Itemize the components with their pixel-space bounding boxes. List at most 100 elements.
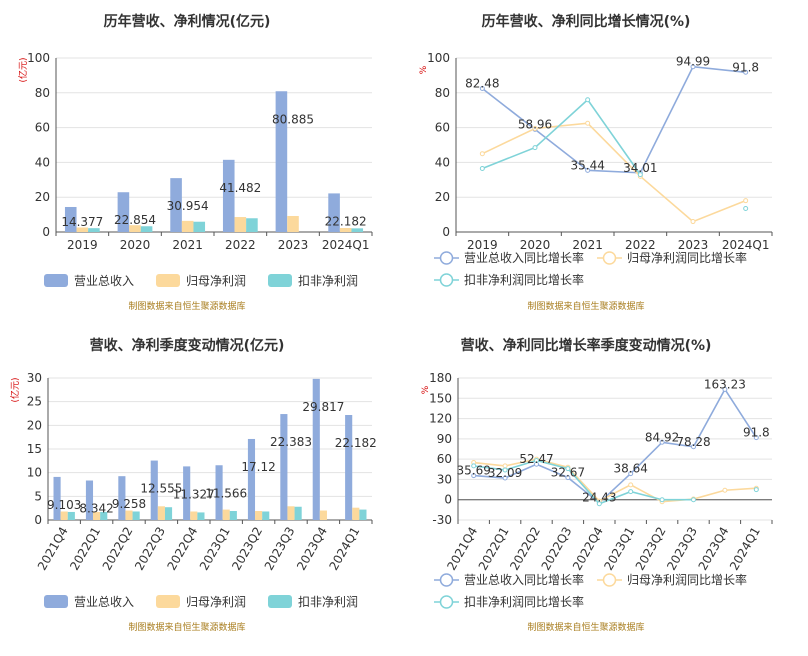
y-tick-label: 150 [429,391,452,405]
line-归母净利润同比增长率 [481,122,746,223]
bar-扣非净利润-2020 [140,226,153,232]
legend-label: 归母净利润 [186,595,246,609]
unit-label: (亿元) [17,57,29,82]
bar-营业总收入-2024Q1 [328,193,340,232]
bar-营业总收入-2019 [64,206,77,232]
point-扣非净利润同比增长率-2023Q2 [659,497,665,503]
point-扣非净利润同比增长率-2019 [479,165,485,171]
bar-扣非净利润-2022Q2 [132,511,140,520]
point-营业总收入同比增长率-2022Q3 [565,475,571,481]
bar-营业总收入-2022Q1 [85,480,94,520]
bar-扣非净利润-2022Q4 [197,512,205,520]
data-label: 17.12 [241,460,275,474]
source-note: 制图数据来自恒生聚源数据库 [128,300,245,312]
point-扣非净利润同比增长率-2022 [637,172,643,178]
legend-label: 扣非净利润 [298,274,358,288]
data-label: 82.48 [465,76,499,90]
y-tick-label: 80 [435,86,450,100]
bar-归母净利润-2022Q3 [157,506,165,520]
x-tick-label: 2020 [520,238,551,252]
source-note: 制图数据来自恒生聚源数据库 [527,621,644,633]
y-tick-label: 5 [34,489,42,503]
chart-title: 历年营收、净利情况(亿元) [104,13,271,30]
bar-营业总收入-2021Q4 [53,476,61,520]
point-营业总收入同比增长率-2021 [585,167,591,173]
bar-扣非净利润-2023Q3 [294,506,302,520]
bar-营业总收入-2021 [170,178,182,232]
point-扣非净利润同比增长率-2021 [585,97,591,103]
legend-marker [439,251,454,265]
data-label: 22.182 [335,436,377,450]
legend-label: 归母净利润同比增长率 [627,572,747,587]
point-营业总收入同比增长率-2022Q1 [502,475,508,481]
x-tick-label: 2019 [67,238,98,252]
x-tick-label: 2022Q4 [164,525,200,573]
bar-归母净利润-2022 [234,217,247,232]
bar-营业总收入-2023Q2 [247,438,256,520]
y-tick-label: 10 [27,466,42,480]
bar-归母净利润-2024Q1 [339,227,352,232]
x-tick-label: 2022Q1 [67,525,103,573]
x-tick-label: 2022Q3 [132,525,168,573]
chart-annual-amount: 历年营收、净利情况(亿元) (亿元) 0 20 40 60 80 100 2019 2020 202… [17,13,373,312]
data-label: 52.47 [519,452,553,466]
bar-扣非净利润-2023Q1 [229,511,237,520]
chart-title: 营收、净利季度变动情况(亿元) [90,337,285,354]
x-tick-label: 2022Q2 [100,525,136,573]
legend-label: 营业总收入 [74,274,134,288]
data-label: 32.67 [551,466,585,480]
data-label: 8.342 [79,502,113,516]
data-label: 35.69 [457,464,491,478]
point-扣非净利润同比增长率-2023Q1 [628,489,634,495]
bar-营业总收入-2020 [117,192,130,232]
bar-扣非净利润-2022Q3 [164,507,173,520]
y-tick-label: 0 [444,493,452,507]
bar-扣非净利润-2023Q2 [262,511,270,520]
legend-label: 扣非净利润同比增长率 [464,594,584,609]
bar-营业总收入-2023 [275,91,288,232]
data-label: 58.96 [518,117,552,131]
data-label: 24.43 [582,491,616,505]
point-归母净利润同比增长率-2019 [479,151,485,157]
bar-归母净利润-2023Q3 [287,506,295,520]
chart-quarterly-amount: 营收、净利季度变动情况(亿元)(亿元)0510152025302021Q4202… [9,337,377,633]
point-扣非净利润同比增长率-2021Q4 [471,463,477,469]
y-tick-label: 120 [429,412,452,426]
bar-扣非净利润-2021 [193,221,206,232]
y-tick-label: 30 [437,472,452,486]
point-扣非净利润同比增长率-2022Q1 [502,467,508,473]
legend-marker [439,573,454,587]
x-tick-label: 2021Q4 [35,525,71,573]
point-营业总收入同比增长率-2024Q1 [753,435,759,441]
data-label: 22.182 [325,214,367,228]
point-营业总收入同比增长率-2024Q1 [743,69,749,75]
legend: 营业总收入 归母净利润 扣非净利润 [44,274,358,288]
x-tick-label: 2020 [120,238,151,252]
x-tick-label: 2024Q1 [326,525,362,573]
legend-swatch [268,595,292,608]
data-label: 91.8 [743,426,770,440]
legend-label: 扣非净利润 [298,595,358,609]
bar-营业总收入-2023Q3 [280,414,288,520]
bar-归母净利润-2023Q1 [222,509,230,520]
y-tick-label: 60 [35,121,50,135]
legend-swatch [156,274,180,287]
y-tick-label: 25 [27,395,42,409]
data-label: 94.99 [676,55,710,69]
point-归母净利润同比增长率-2021 [585,120,591,126]
bar-归母净利润-2021Q4 [60,511,68,520]
bar-归母净利润-2022Q4 [190,511,198,520]
bar-归母净利润-2019 [76,227,89,232]
point-营业总收入同比增长率-2023Q1 [628,471,634,477]
bar-营业总收入-2023Q1 [215,465,223,520]
x-tick-label: 2023Q2 [229,525,265,573]
y-tick-label: 60 [437,452,452,466]
point-营业总收入同比增长率-2023Q4 [722,386,728,392]
legend-label: 营业总收入同比增长率 [464,572,584,587]
bar-扣非净利润-2021Q4 [67,511,75,520]
x-tick-label: 2023Q4 [294,525,330,573]
point-营业总收入同比增长率-2019 [479,85,485,91]
bar-营业总收入-2022Q2 [118,476,126,520]
